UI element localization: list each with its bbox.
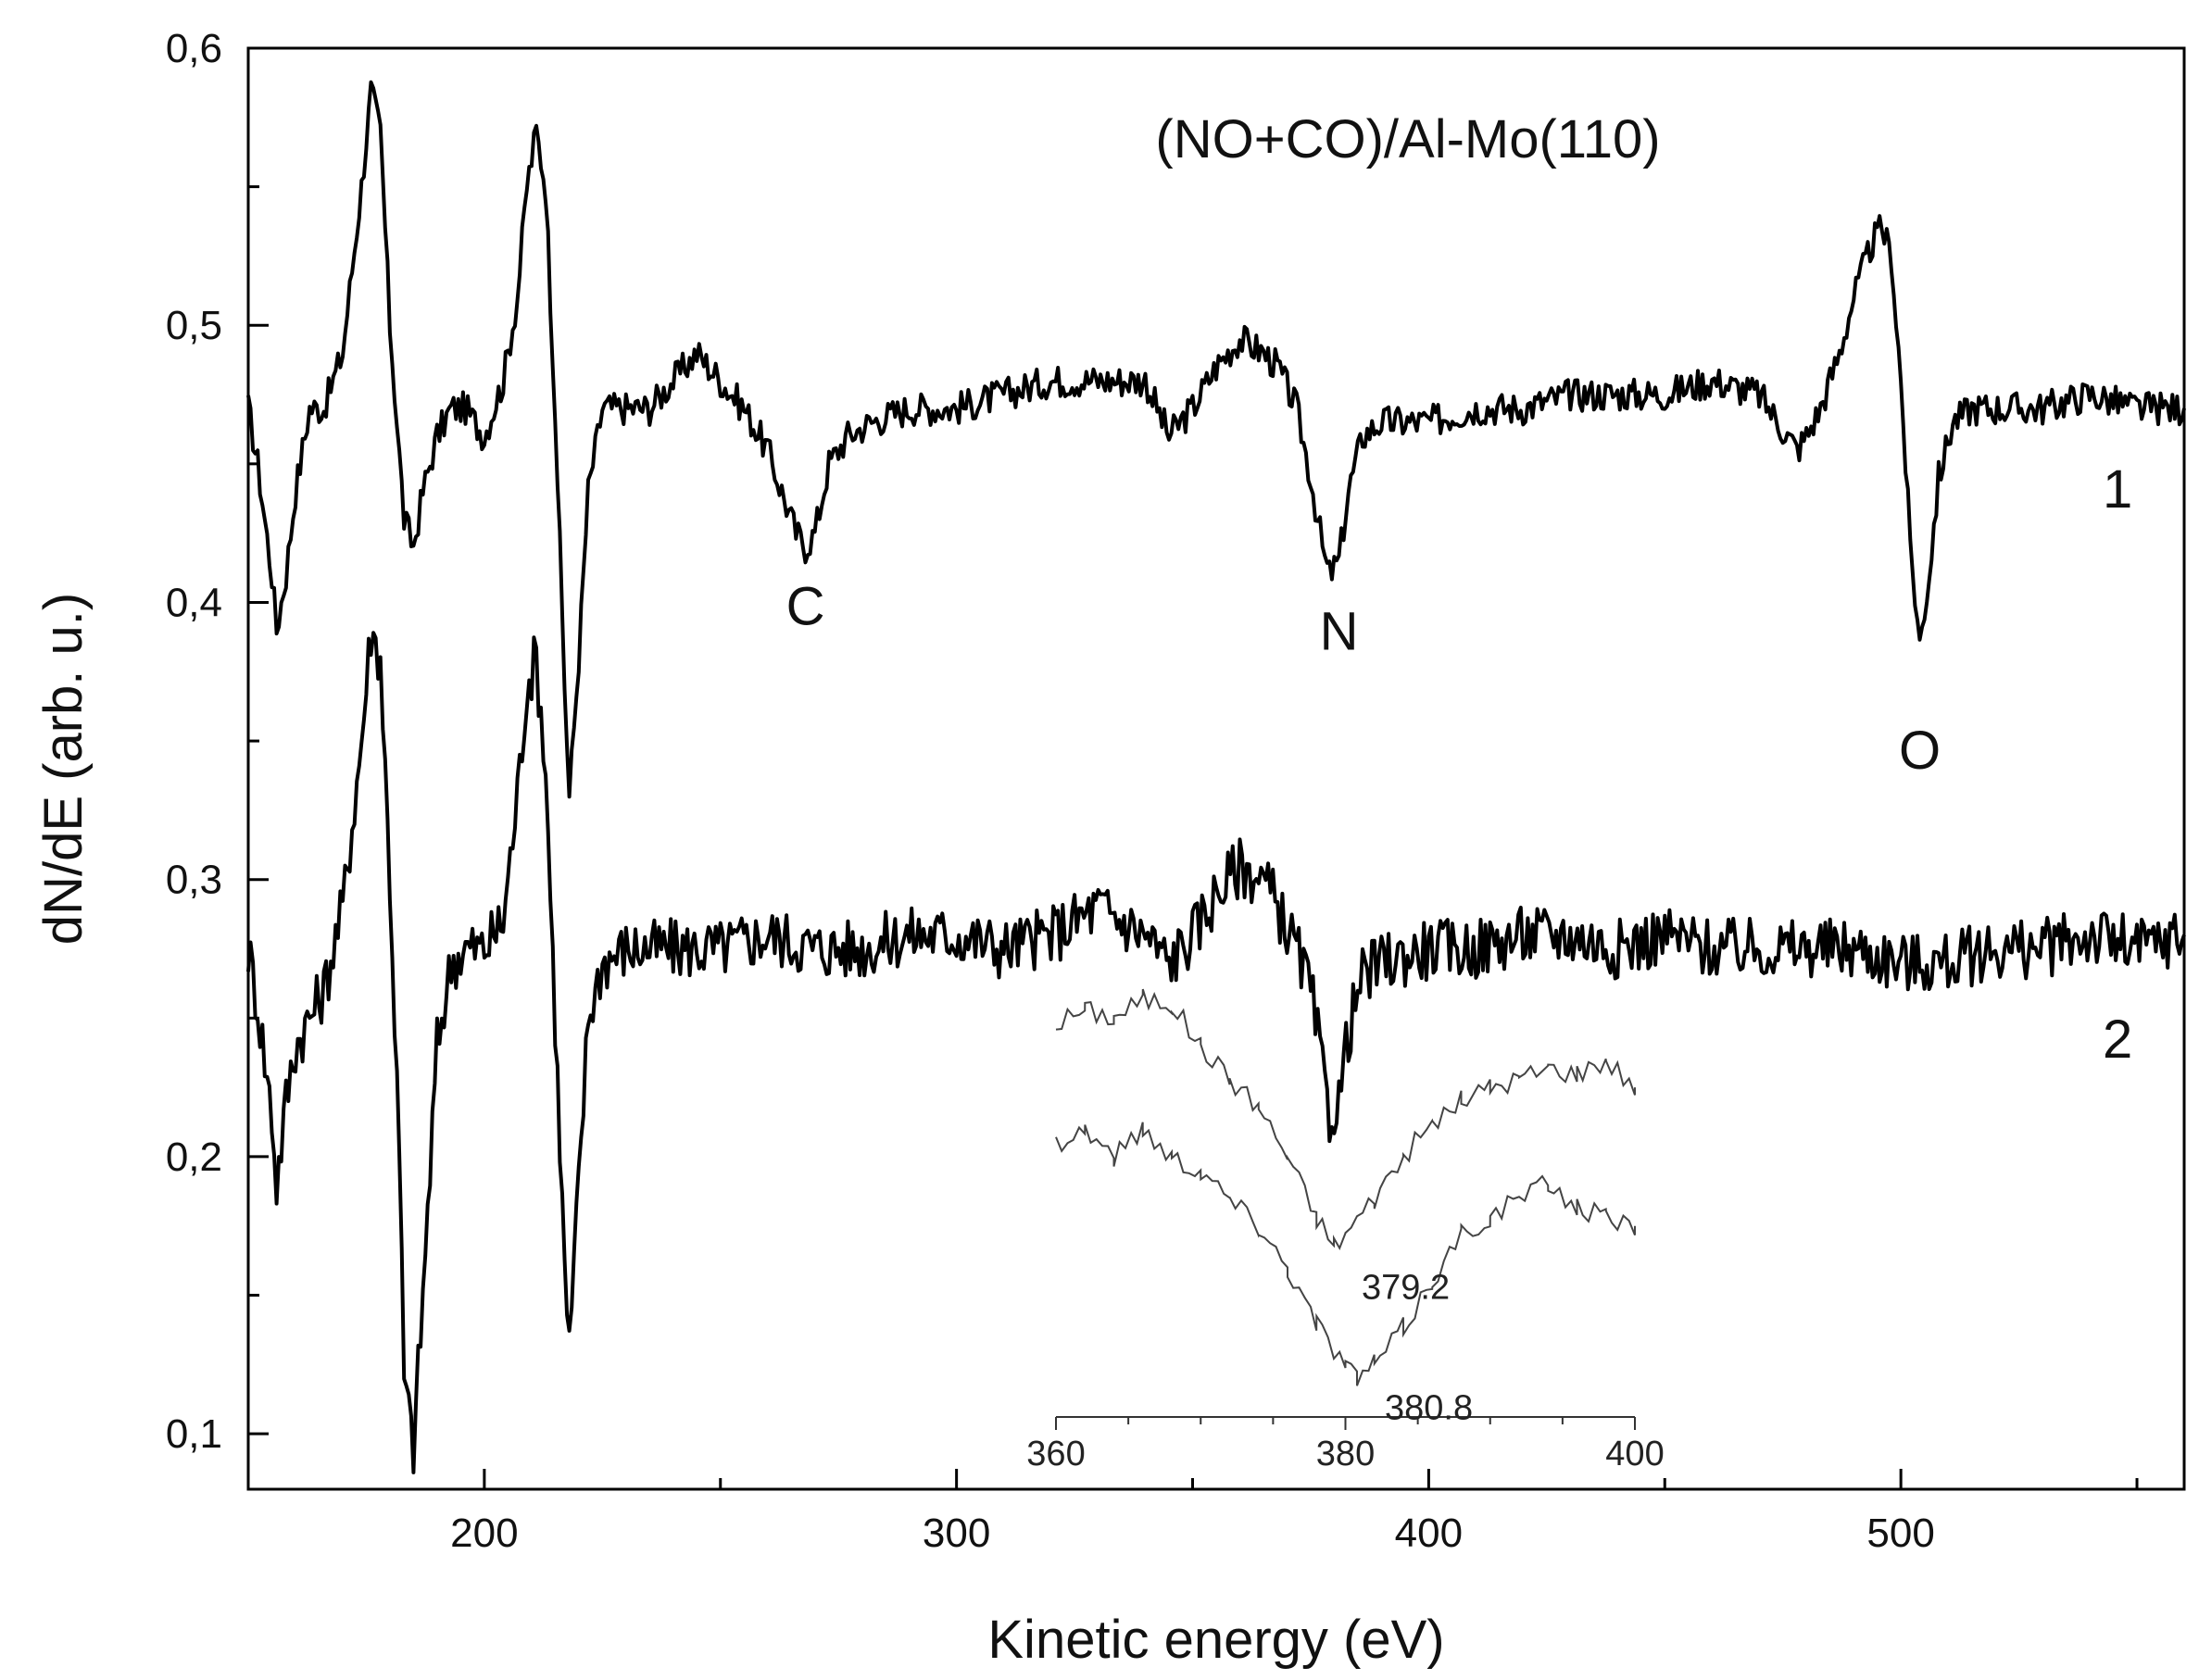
y-tick-label: 0,2 [166,1135,222,1180]
labels-layer: 1 2 C N O [786,459,2133,1070]
inset-tick-label: 400 [1605,1435,1664,1473]
y-axis-title: dN/dE (arb. u.) [33,593,94,945]
series-1-line [246,80,2186,799]
x-tick-label: 500 [1866,1511,1934,1556]
inset-peak-annotation: 379.2 [1362,1269,1450,1308]
curve-label-2: 2 [2103,1009,2132,1070]
y-tick-label: 0,6 [166,26,222,71]
peak-label-N: N [1320,601,1359,661]
y-tick-label: 0,4 [166,580,222,625]
peak-label-C: C [786,576,825,636]
x-tick-label: 200 [450,1511,518,1556]
y-axis-ticks: 0,1 0,2 0,3 0,4 0,5 0,6 [166,26,269,1457]
y-tick-label: 0,1 [166,1411,222,1457]
inset-series-1-line [1055,988,1636,1251]
series-layer [246,80,2186,1474]
series-2-line [246,631,2186,1474]
x-tick-label: 400 [1395,1511,1463,1556]
inset-peak-annotation: 380.8 [1385,1388,1473,1427]
inset-tick-label: 360 [1026,1435,1085,1473]
x-tick-label: 300 [923,1511,990,1556]
inset-tick-label: 380 [1316,1435,1375,1473]
peak-label-O: O [1899,721,1941,781]
x-axis-title: Kinetic energy (eV) [987,1610,1444,1670]
curve-label-1: 1 [2103,459,2132,520]
x-axis-ticks: 200 300 400 500 [246,1469,2139,1556]
inset-layer: 360 380 400 379.2 380.8 [1026,988,1665,1473]
chart-title: (NO+CO)/Al-Mo(110) [1155,109,1660,169]
inset-series-2-line [1055,1122,1636,1386]
plot-frame [246,46,2186,1491]
y-tick-label: 0,3 [166,858,222,903]
y-tick-label: 0,5 [166,303,222,348]
